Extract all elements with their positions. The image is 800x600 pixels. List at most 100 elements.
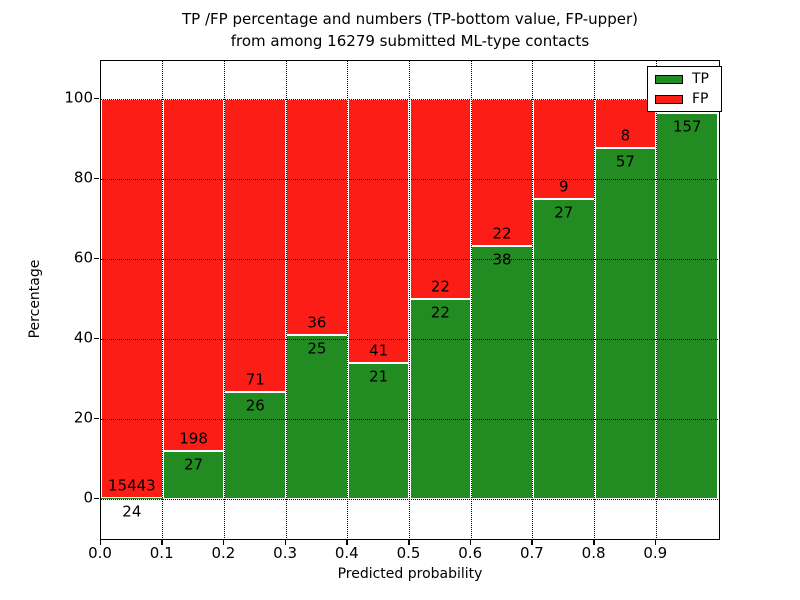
x-gridline [470, 61, 472, 538]
bar-segment-tp [471, 245, 533, 499]
x-tick-label: 0.9 [643, 544, 668, 562]
x-tick-mark [531, 540, 533, 545]
x-gridline [409, 61, 410, 538]
bar-segment-fp [532, 99, 595, 199]
x-tick-mark [408, 540, 410, 545]
x-gridline [532, 61, 534, 538]
chart-title-line2: from among 16279 submitted ML-type conta… [230, 32, 590, 50]
legend-label-tp: TP [692, 71, 709, 87]
y-tick-mark [94, 417, 99, 419]
x-tick-label: 0.6 [458, 544, 483, 562]
x-tick-mark [222, 540, 225, 545]
bar-segment-tp [656, 112, 718, 499]
x-tick-label: 0.4 [334, 544, 359, 562]
x-axis-label: Predicted probability [337, 566, 483, 582]
bar-segment-tp [224, 391, 287, 499]
fp-count-label: 9 [558, 177, 569, 196]
x-gridline [594, 61, 596, 538]
bar-segment-fp [471, 99, 533, 246]
bar-segment-tp [532, 199, 595, 499]
y-tick-mark [94, 497, 99, 499]
x-tick-mark [99, 540, 101, 545]
tp-count-label: 27 [554, 203, 574, 222]
tp-count-label: 22 [430, 303, 450, 322]
fp-count-label: 41 [369, 341, 389, 360]
tp-count-label: 26 [245, 396, 265, 415]
x-tick-label: 0.7 [519, 544, 544, 562]
tp-count-label: 24 [122, 502, 142, 521]
tp-count-label: 27 [184, 455, 204, 474]
bar-segment-fp [409, 99, 472, 299]
legend: TP FP [647, 66, 722, 112]
bar-segment-fp [162, 99, 225, 451]
y-tick-mark [94, 337, 99, 339]
y-gridline [101, 499, 718, 500]
fp-count-label: 71 [245, 370, 265, 389]
y-tick-label: 80 [73, 168, 93, 187]
bar-segment-fp [347, 99, 410, 364]
bar-segment-fp [101, 99, 163, 499]
y-tick-label: 0 [83, 488, 93, 507]
bar-segment-tp [286, 335, 348, 499]
tp-count-label: 38 [492, 250, 512, 269]
y-gridline [101, 419, 718, 420]
x-tick-mark [346, 540, 348, 545]
x-gridline [655, 61, 657, 538]
bar-segment-fp [594, 99, 657, 149]
y-tick-label: 100 [64, 88, 93, 107]
x-tick-label: 0.8 [581, 544, 606, 562]
plot-canvas: 15443 24 198 27 71 26 36 25 41 21 22 22 22 38 9 27 8 57 15… [101, 61, 718, 538]
y-tick-mark [94, 97, 99, 99]
fp-count-label: 36 [307, 313, 327, 332]
tp-count-label: 157 [672, 117, 702, 136]
y-tick-mark [94, 177, 99, 179]
x-gridline [285, 61, 287, 538]
fp-count-label: 15443 [107, 476, 156, 495]
x-tick-mark [654, 540, 657, 545]
x-tick-label: 0.0 [88, 544, 112, 562]
bar-segment-fp [286, 99, 348, 335]
tp-count-label: 25 [307, 339, 327, 358]
legend-entry-tp: TP [655, 72, 721, 86]
fp-count-label: 8 [620, 126, 631, 145]
x-tick-label: 0.5 [396, 544, 421, 562]
bar-segment-tp [347, 363, 410, 499]
tp-count-label: 21 [369, 367, 389, 386]
y-gridline [101, 99, 718, 100]
x-gridline [223, 61, 225, 538]
tp-swatch-icon [655, 74, 683, 84]
chart-title-line1: TP /FP percentage and numbers (TP-bottom… [182, 10, 638, 28]
y-tick-mark [94, 257, 99, 259]
x-gridline [162, 61, 164, 538]
x-tick-mark [469, 540, 472, 545]
y-axis-label: Percentage [27, 259, 43, 339]
y-tick-label: 20 [73, 408, 93, 427]
x-tick-label: 0.1 [149, 544, 174, 562]
bar-segment-tp [409, 299, 472, 499]
x-tick-mark [284, 540, 287, 545]
tp-count-label: 57 [615, 152, 635, 171]
plot-area: 15443 24 198 27 71 26 36 25 41 21 22 22 22 38 9 27 8 57 15… [100, 60, 722, 540]
fp-count-label: 198 [179, 429, 208, 448]
chart-title: TP /FP percentage and numbers (TP-bottom… [100, 8, 720, 52]
x-gridline [347, 61, 349, 538]
x-tick-label: 0.2 [211, 544, 236, 562]
y-gridline [101, 179, 718, 180]
y-tick-label: 40 [73, 328, 93, 347]
x-tick-mark [161, 540, 163, 545]
bar-segment-fp [224, 99, 287, 392]
bar-segment-tp [594, 148, 657, 499]
x-tick-mark [593, 540, 595, 545]
bar-segment-tp [162, 451, 225, 499]
bar-segment-tp [101, 498, 163, 500]
y-gridline [101, 259, 718, 260]
legend-entry-fp: FP [655, 92, 721, 106]
fp-count-label: 22 [492, 224, 512, 243]
fp-count-label: 22 [430, 277, 450, 296]
y-tick-label: 60 [73, 248, 93, 267]
y-gridline [101, 339, 718, 340]
x-tick-label: 0.3 [273, 544, 298, 562]
fp-swatch-icon [655, 94, 683, 104]
legend-label-fp: FP [692, 91, 709, 107]
